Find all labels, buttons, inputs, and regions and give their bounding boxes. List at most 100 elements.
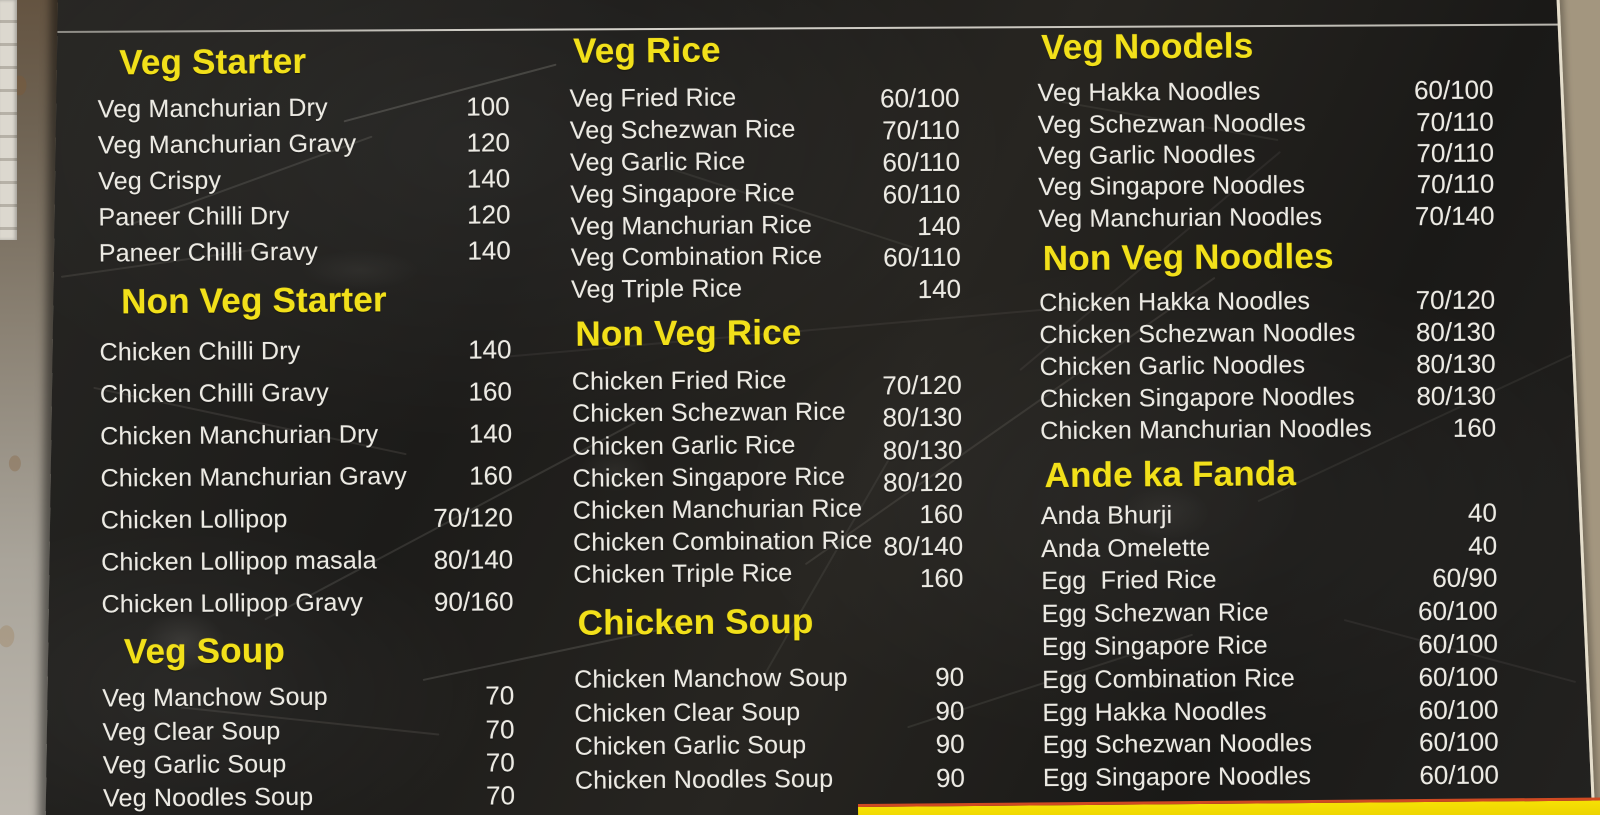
menu-item-row: Veg Schezwan Rice 70/110 [570,113,960,148]
menu-item-name: Paneer Chilli Gravy [98,238,319,268]
menu-section: Veg Noodels Veg Hakka Noodles 60/100 Veg Sc… [1037,25,1495,236]
menu-item-name: Chicken Fried Rice [571,366,787,396]
menu-item-name: Chicken Manchurian Rice [572,494,863,525]
menu-item-name: Veg Garlic Noodles [1037,140,1256,171]
menu-item-price: 60/110 [882,178,961,210]
menu-item-row: Chicken Chilli Gravy 160 [100,371,512,416]
menu-item-price: 90/160 [433,586,514,618]
menu-item-name: Chicken Lollipop masala [101,546,377,577]
menu-item-price: 60/100 [1418,694,1499,725]
menu-item-name: Anda Bhurji [1040,500,1173,530]
rust-spot [8,455,22,472]
menu-item-price: 140 [468,418,513,450]
menu-item-name: Veg Triple Rice [570,274,743,304]
menu-item-name: Veg Manchurian Noodles [1038,202,1323,233]
menu-item-price: 160 [919,498,963,529]
menu-item-row: Chicken Lollipop masala 80/140 [101,539,513,584]
menu-item-name: Veg Schezwan Rice [569,115,796,145]
menu-column: Veg Noodels Veg Hakka Noodles 60/100 Veg Sc… [1037,25,1499,796]
menu-item-price: 80/130 [882,434,963,465]
section-title: Veg Noodels [1041,26,1254,68]
section-title: Non Veg Rice [575,312,802,354]
menu-item-name: Chicken Chilli Dry [99,337,301,367]
menu-item-name: Veg Noodles Soup [102,783,314,813]
menu-item-name: Veg Crispy [98,166,222,196]
menu-item-name: Veg Garlic Rice [569,147,746,177]
menu-item-row: Chicken Lollipop Gravy 90/160 [101,581,513,626]
menu-item-price: 60/110 [883,242,961,273]
menu-item-price: 120 [466,127,511,158]
menu-item-price: 60/100 [1418,661,1499,692]
menu-section: Non Veg Starter Chicken Chilli Dry 140 Chic… [99,279,514,626]
menu-item-name: Chicken Schezwan Rice [571,398,846,429]
menu-item-price: 80/140 [433,544,514,576]
menu-item-row: Veg Crispy 140 [98,161,510,200]
menu-item-row: Chicken Garlic Noodles 80/130 [1040,348,1496,384]
menu-item-price: 70/110 [1416,168,1495,200]
menu-item-price: 40 [1468,530,1498,561]
menu-item-row: Veg Garlic Noodles 70/110 [1038,137,1494,172]
menu-item-price: 80/120 [882,466,963,498]
menu-item-name: Egg Fried Rice [1041,566,1217,596]
menu-item-name: Veg Singapore Noodles [1038,171,1306,202]
menu-item-row: Veg Manchow Soup 70 [102,679,514,716]
menu-item-row: Veg Garlic Soup 70 [103,746,515,783]
menu-section: Veg Starter Veg Manchurian Dry 100 Veg Manc… [97,40,511,272]
menu-item-name: Veg Schezwan Noodles [1037,108,1306,139]
menu-item-row: Egg Hakka Noodles 60/100 [1042,693,1498,729]
menu-item-name: Chicken Chilli Gravy [99,379,330,409]
menu-item-price: 100 [466,90,510,122]
menu-item-name: Chicken Garlic Noodles [1039,350,1306,382]
menu-item-price: 70/140 [1414,200,1495,231]
menu-item-row: Chicken Manchow Soup 90 [574,661,964,698]
menu-item-name: Veg Hakka Noodles [1037,77,1261,108]
menu-item-name: Chicken Manchurian Noodles [1040,414,1373,446]
menu-item-row: Chicken Lollipop 70/120 [101,497,513,542]
menu-item-name: Egg Combination Rice [1042,663,1295,694]
menu-item-price: 120 [466,199,511,230]
menu-item-name: Chicken Manchurian Dry [100,420,379,451]
menu-item-price: 70 [485,713,515,744]
menu-item-name: Chicken Singapore Noodles [1039,382,1355,414]
section-title: Veg Starter [119,41,307,83]
rust-spot [0,625,15,648]
menu-item-name: Veg Fried Rice [569,83,737,114]
menu-item-price: 80/130 [1415,316,1496,347]
menu-item-name: Veg Clear Soup [102,716,281,747]
menu-item-price: 140 [468,334,512,366]
menu-item-price: 160 [468,376,512,408]
menu-item-price: 80/140 [883,530,964,562]
menu-item-row: Paneer Chilli Dry 120 [98,197,510,236]
menu-item-row: Chicken Manchurian Dry 140 [100,413,512,458]
menu-item-price: 70/110 [1416,106,1494,137]
menu-item-price: 70/110 [882,114,960,146]
section-title: Ande ka Fanda [1044,453,1297,495]
menu-item-price: 160 [919,563,964,594]
menu-item-price: 60/100 [1417,595,1498,627]
menu-item-name: Egg Hakka Noodles [1042,696,1267,727]
menu-item-row: Veg Singapore Noodles 70/110 [1038,169,1494,204]
menu-item-price: 60/100 [1418,628,1498,660]
menu-item-name: Egg Singapore Rice [1041,631,1268,662]
menu-item-name: Chicken Noodles Soup [574,764,834,795]
menu-column: Veg Starter Veg Manchurian Dry 100 Veg Manc… [97,38,516,815]
menu-item-row: Chicken Hakka Noodles 70/120 [1039,283,1495,319]
menu-item-name: Egg Singapore Noodles [1042,762,1312,793]
menu-item-name: Chicken Singapore Rice [572,462,846,493]
menu-item-price: 160 [1452,412,1497,444]
menu-item-row: Anda Omelette 40 [1041,529,1497,565]
menu-item-name: Chicken Garlic Soup [574,731,807,762]
menu-item-row: Chicken Clear Soup 90 [574,694,964,731]
menu-item-row: Veg Combination Rice 60/110 [571,240,961,275]
menu-item-price: 90 [935,729,965,760]
menu-item-price: 80/130 [1416,348,1496,380]
menu-item-row: Chicken Schezwan Noodles 80/130 [1039,316,1495,352]
menu-column: Veg Rice Veg Fried Rice 60/100 Veg Schezwan… [569,29,965,798]
menu-item-price: 70/120 [882,369,962,401]
menu-item-price: 60/100 [1413,74,1494,106]
menu-item-row: Veg Hakka Noodles 60/100 [1037,75,1493,110]
menu-item-price: 60/100 [879,83,960,114]
menu-item-row: Chicken Fried Rice 70/120 [571,363,962,400]
menu-item-name: Egg Schezwan Noodles [1042,729,1313,760]
menu-item-name: Veg Manchurian Rice [570,210,813,241]
